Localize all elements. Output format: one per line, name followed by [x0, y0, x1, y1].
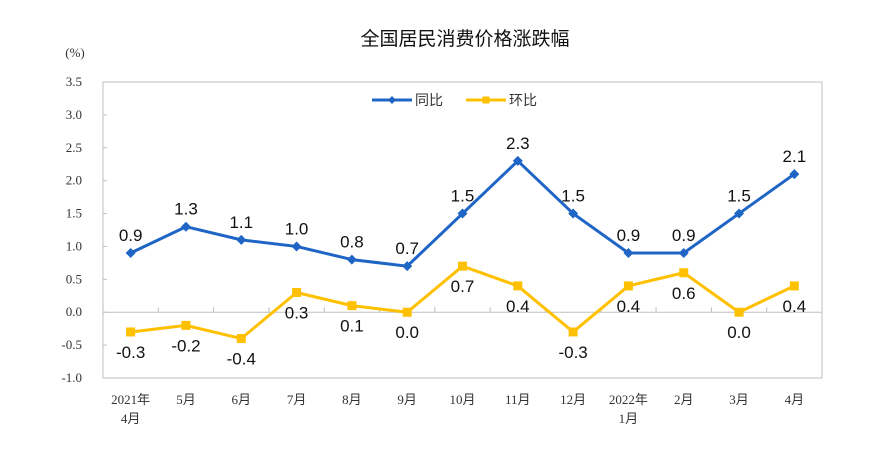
data-label: 2.1 [783, 147, 807, 166]
data-point [347, 301, 357, 311]
series-mom: -0.3 -0.2 -0.4 0.3 0.1 0.0 0.7 0.4 -0.3 0.4 0.6 0.0… [116, 261, 807, 369]
data-point [623, 248, 634, 259]
data-label: 0.6 [672, 284, 696, 303]
data-point [458, 261, 467, 271]
x-tick-label: 1月 [619, 411, 639, 426]
x-tick-label: 2022年 [609, 392, 648, 407]
data-point [292, 287, 302, 297]
x-tick-label: 5月 [176, 392, 196, 407]
x-tick-label: 4月 [121, 411, 141, 426]
data-point [236, 334, 246, 344]
data-point [734, 208, 745, 219]
x-tick-label: 2021年 [111, 392, 150, 407]
data-label: -0.4 [227, 350, 256, 369]
x-tick-label: 2月 [674, 392, 694, 407]
data-label: 1.5 [451, 187, 475, 206]
chart-title: 全国居民消费价格涨跌幅 [360, 28, 569, 50]
y-tick-label: 1.5 [66, 206, 82, 221]
plot-frame [102, 81, 823, 379]
y-tick-label: 3.5 [66, 74, 82, 89]
series-yoy: 0.9 1.3 1.1 1.0 0.8 0.7 1.5 2.3 1.5 0.9 0.9 1.5 2.1 [119, 134, 807, 272]
data-label: 0.7 [395, 239, 419, 258]
data-label: -0.3 [116, 343, 145, 362]
data-label: -0.3 [558, 343, 587, 362]
x-tick-label: 3月 [729, 392, 749, 407]
data-label: 1.5 [727, 187, 751, 206]
data-point [181, 320, 191, 330]
legend-marker [482, 96, 490, 104]
data-point [291, 241, 302, 252]
x-tick-label: 8月 [342, 392, 362, 407]
data-label: 0.1 [340, 317, 364, 336]
data-point [346, 254, 357, 265]
data-label: 0.4 [617, 297, 641, 316]
legend-label: 环比 [509, 92, 537, 108]
data-label: 0.0 [395, 323, 419, 342]
data-label: 1.0 [285, 219, 309, 238]
y-tick-label: 1.0 [66, 238, 82, 253]
data-label: 0.9 [119, 226, 143, 245]
data-point [513, 281, 523, 291]
data-label: 0.9 [672, 226, 696, 245]
data-point [125, 248, 136, 259]
y-tick-label: -0.5 [61, 337, 82, 352]
data-label: 0.4 [506, 297, 530, 316]
data-point [678, 248, 689, 259]
data-label: 2.3 [506, 134, 530, 153]
data-point [512, 155, 523, 166]
data-point [402, 307, 412, 317]
x-tick-label: 7月 [287, 392, 307, 407]
x-tick-label: 11月 [505, 392, 531, 407]
data-label: 0.8 [340, 233, 364, 252]
y-axis-label: (%) [65, 45, 85, 60]
data-point [568, 208, 579, 219]
x-tick-label: 4月 [785, 392, 805, 407]
data-label: 0.3 [285, 303, 309, 322]
x-tick-label: 12月 [560, 392, 586, 407]
x-tick-label: 9月 [397, 392, 417, 407]
data-label: -0.2 [171, 336, 200, 355]
data-label: 1.1 [229, 213, 253, 232]
data-label: 0.9 [617, 226, 641, 245]
y-tick-label: 0.5 [66, 271, 82, 286]
data-point [457, 208, 468, 219]
y-tick-label: 3.0 [66, 107, 82, 122]
x-tick-label: 6月 [232, 392, 252, 407]
legend-item: 同比 [372, 92, 443, 108]
data-point [402, 261, 413, 272]
data-label: 0.0 [727, 323, 751, 342]
y-tick-label: 2.5 [66, 140, 82, 155]
data-point [679, 268, 689, 278]
legend-item: 环比 [466, 92, 537, 108]
data-point [568, 327, 578, 337]
data-point [623, 281, 633, 291]
data-label: 1.3 [174, 200, 198, 219]
data-label: 1.5 [561, 187, 585, 206]
legend-marker [388, 96, 396, 104]
data-label: 0.4 [783, 297, 807, 316]
data-point [734, 307, 744, 317]
x-tick-label: 10月 [449, 392, 475, 407]
legend-label: 同比 [415, 92, 443, 108]
data-point [236, 234, 247, 245]
data-point [126, 327, 136, 337]
data-label: 0.7 [451, 277, 475, 296]
y-tick-label: 2.0 [66, 173, 82, 188]
y-tick-label: -1.0 [61, 370, 82, 385]
y-tick-label: 0.0 [66, 304, 82, 319]
data-point [789, 281, 799, 291]
data-point [789, 169, 800, 180]
data-point [180, 221, 191, 232]
